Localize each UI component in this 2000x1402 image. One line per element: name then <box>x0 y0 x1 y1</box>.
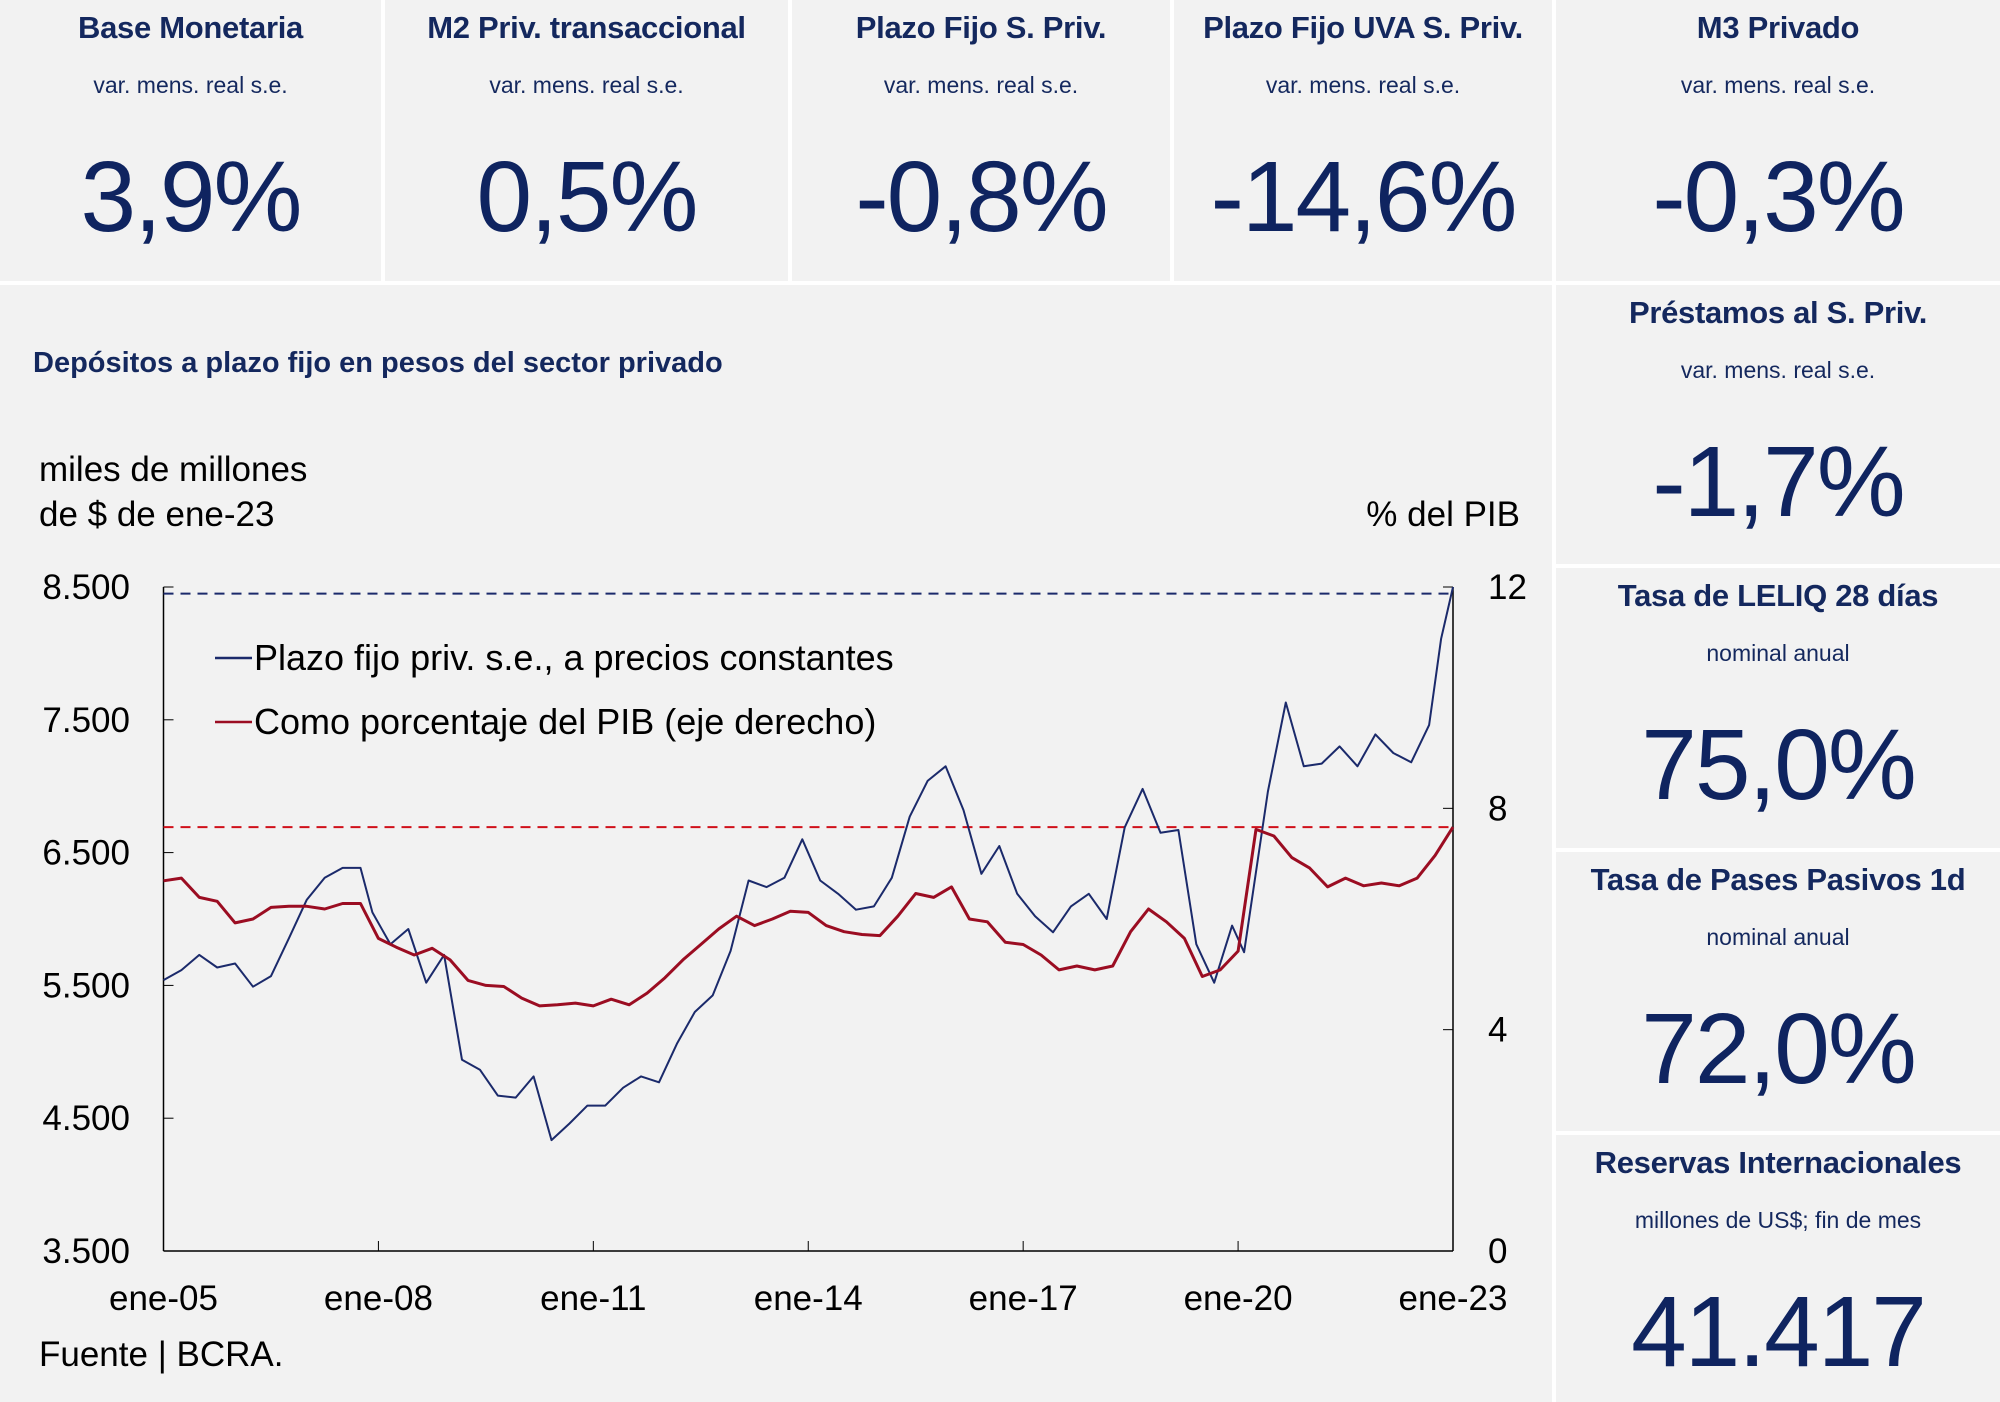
x-tick-label: ene-23 <box>1399 1279 1508 1318</box>
kpi-card-m2: M2 Priv. transaccional var. mens. real s… <box>385 0 788 281</box>
kpi-value: 41.417 <box>1631 1276 1927 1388</box>
kpi-card-reservas: Reservas Internacionales millones de US$… <box>1556 1135 2000 1402</box>
kpi-title: Préstamos al S. Priv. <box>1628 295 1928 330</box>
kpi-subtitle: nominal anual <box>1706 924 1850 950</box>
kpi-subtitle: var. mens. real s.e. <box>93 72 288 98</box>
kpi-subtitle: millones de US$; fin de mes <box>1634 1207 1922 1233</box>
kpi-card-leliq: Tasa de LELIQ 28 días nominal anual 75,0… <box>1556 568 2000 848</box>
chart-title: Depósitos a plazo fijo en pesos del sect… <box>33 347 723 379</box>
kpi-card-pases-pasivos: Tasa de Pases Pasivos 1d nominal anual 7… <box>1556 852 2000 1131</box>
kpi-subtitle: var. mens. real s.e. <box>1265 72 1461 98</box>
x-tick-label: ene-14 <box>754 1279 863 1318</box>
series-line-plazo-fijo <box>163 586 1454 1142</box>
kpi-title: Plazo Fijo S. Priv. <box>855 10 1107 45</box>
left-tick-label: 6.500 <box>42 834 130 873</box>
kpi-title: Tasa de LELIQ 28 días <box>1617 578 1939 613</box>
kpi-card-plazo-fijo: Plazo Fijo S. Priv. var. mens. real s.e.… <box>792 0 1170 281</box>
source-note: Fuente | BCRA. <box>39 1335 284 1374</box>
kpi-subtitle: var. mens. real s.e. <box>489 72 684 98</box>
kpi-value: -0,8% <box>855 141 1108 253</box>
kpi-title: Base Monetaria <box>78 10 303 45</box>
kpi-title: M3 Privado <box>1696 10 1860 45</box>
kpi-title: Plazo Fijo UVA S. Priv. <box>1203 10 1523 45</box>
kpi-value: 72,0% <box>1641 993 1917 1105</box>
chart-svg: 3.500 4.500 5.500 6.500 7.500 8.500 0 4 8 12 ene-0… <box>42 568 1527 1318</box>
right-tick-label: 4 <box>1488 1011 1507 1050</box>
left-tick-label: 3.500 <box>42 1232 130 1271</box>
x-tick-label: ene-11 <box>540 1279 646 1318</box>
kpi-value: 75,0% <box>1641 709 1917 821</box>
series-line-pct-pib <box>163 826 1455 1008</box>
kpi-value: -0,3% <box>1652 141 1905 253</box>
legend-label: Plazo fijo priv. s.e., a precios constan… <box>254 637 894 678</box>
right-tick-label: 12 <box>1488 568 1527 607</box>
kpi-title: M2 Priv. transaccional <box>427 10 746 45</box>
kpi-value: 0,5% <box>476 141 699 253</box>
x-tick-label: ene-08 <box>324 1279 433 1318</box>
right-tick-label: 0 <box>1488 1232 1507 1271</box>
left-axis-label-1: miles de millones <box>39 450 308 489</box>
kpi-value: -14,6% <box>1210 141 1518 253</box>
left-tick-label: 5.500 <box>42 966 130 1005</box>
left-tick-label: 8.500 <box>42 568 130 607</box>
kpi-subtitle: var. mens. real s.e. <box>1680 72 1876 98</box>
left-tick-label: 4.500 <box>42 1099 130 1138</box>
kpi-subtitle: nominal anual <box>1706 640 1850 666</box>
x-tick-label: ene-20 <box>1184 1279 1293 1318</box>
chart-panel: Depósitos a plazo fijo en pesos del sect… <box>0 285 1552 1402</box>
left-tick-label: 7.500 <box>42 701 130 740</box>
left-axis-label-2: de $ de ene-23 <box>39 495 275 534</box>
kpi-card-m3: M3 Privado var. mens. real s.e. -0,3% <box>1556 0 2000 281</box>
kpi-title: Reservas Internacionales <box>1594 1145 1962 1180</box>
right-tick-label: 8 <box>1488 789 1507 828</box>
kpi-title: Tasa de Pases Pasivos 1d <box>1590 862 1966 897</box>
right-axis-label: % del PIB <box>1366 495 1520 534</box>
x-tick-label: ene-05 <box>109 1279 218 1318</box>
kpi-value: 3,9% <box>80 141 303 253</box>
legend-label: Como porcentaje del PIB (eje derecho) <box>254 701 876 742</box>
kpi-card-base-monetaria: Base Monetaria var. mens. real s.e. 3,9% <box>0 0 381 281</box>
x-tick-label: ene-17 <box>969 1279 1078 1318</box>
kpi-value: -1,7% <box>1652 426 1905 538</box>
kpi-card-plazo-fijo-uva: Plazo Fijo UVA S. Priv. var. mens. real … <box>1174 0 1552 281</box>
kpi-subtitle: var. mens. real s.e. <box>1680 357 1876 383</box>
kpi-subtitle: var. mens. real s.e. <box>883 72 1079 98</box>
kpi-card-prestamos: Préstamos al S. Priv. var. mens. real s.… <box>1556 285 2000 564</box>
